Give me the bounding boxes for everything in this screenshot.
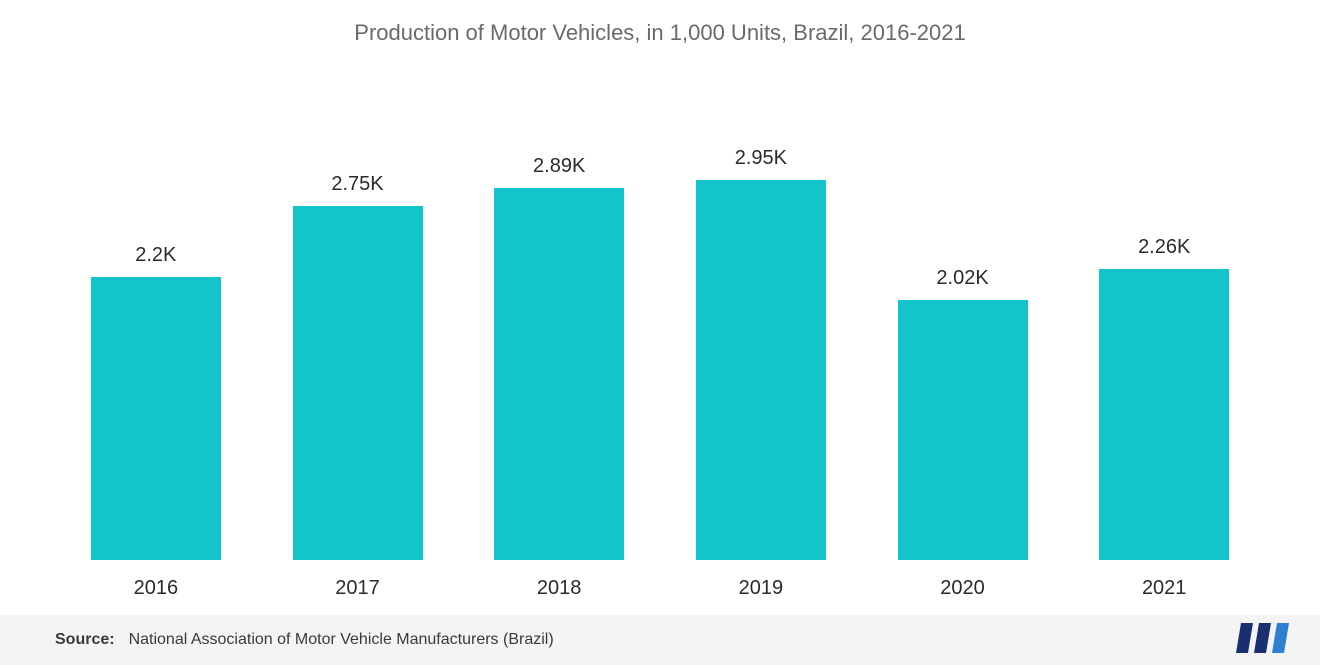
bar-value-label: 2.2K (135, 244, 176, 267)
plot-area: 2.2K 2.75K 2.89K 2.95K 2.02K 2.26K (55, 85, 1265, 560)
bar-value-label: 2.26K (1138, 236, 1190, 259)
source-label: Source: (55, 631, 115, 649)
bar-value-label: 2.75K (331, 173, 383, 196)
x-axis-tick: 2018 (458, 577, 660, 600)
logo-bar-1 (1236, 623, 1253, 653)
chart-title: Production of Motor Vehicles, in 1,000 U… (0, 0, 1320, 46)
bar-group: 2.89K (458, 85, 660, 560)
x-axis-tick: 2019 (660, 577, 862, 600)
source-text: National Association of Motor Vehicle Ma… (129, 631, 554, 649)
x-axis-tick: 2021 (1063, 577, 1265, 600)
bar-rect (898, 300, 1028, 560)
logo-bar-2 (1254, 623, 1271, 653)
bar-rect (696, 180, 826, 560)
bar-value-label: 2.89K (533, 155, 585, 178)
bar-value-label: 2.95K (735, 147, 787, 170)
logo-bar-3 (1272, 623, 1289, 653)
x-axis-tick: 2020 (862, 577, 1064, 600)
footer-bar: Source: National Association of Motor Ve… (0, 615, 1320, 665)
bar-rect (494, 188, 624, 560)
x-axis-tick: 2017 (257, 577, 459, 600)
bar-rect (91, 277, 221, 560)
bar-rect (1099, 269, 1229, 560)
bar-value-label: 2.02K (936, 267, 988, 290)
brand-logo-icon (1236, 623, 1290, 653)
bar-group: 2.26K (1063, 85, 1265, 560)
x-axis-tick: 2016 (55, 577, 257, 600)
chart-container: Production of Motor Vehicles, in 1,000 U… (0, 0, 1320, 665)
x-axis: 201620172018201920202021 (55, 577, 1265, 600)
bar-group: 2.2K (55, 85, 257, 560)
bar-group: 2.75K (257, 85, 459, 560)
bar-rect (293, 206, 423, 560)
bar-group: 2.95K (660, 85, 862, 560)
bar-group: 2.02K (862, 85, 1064, 560)
